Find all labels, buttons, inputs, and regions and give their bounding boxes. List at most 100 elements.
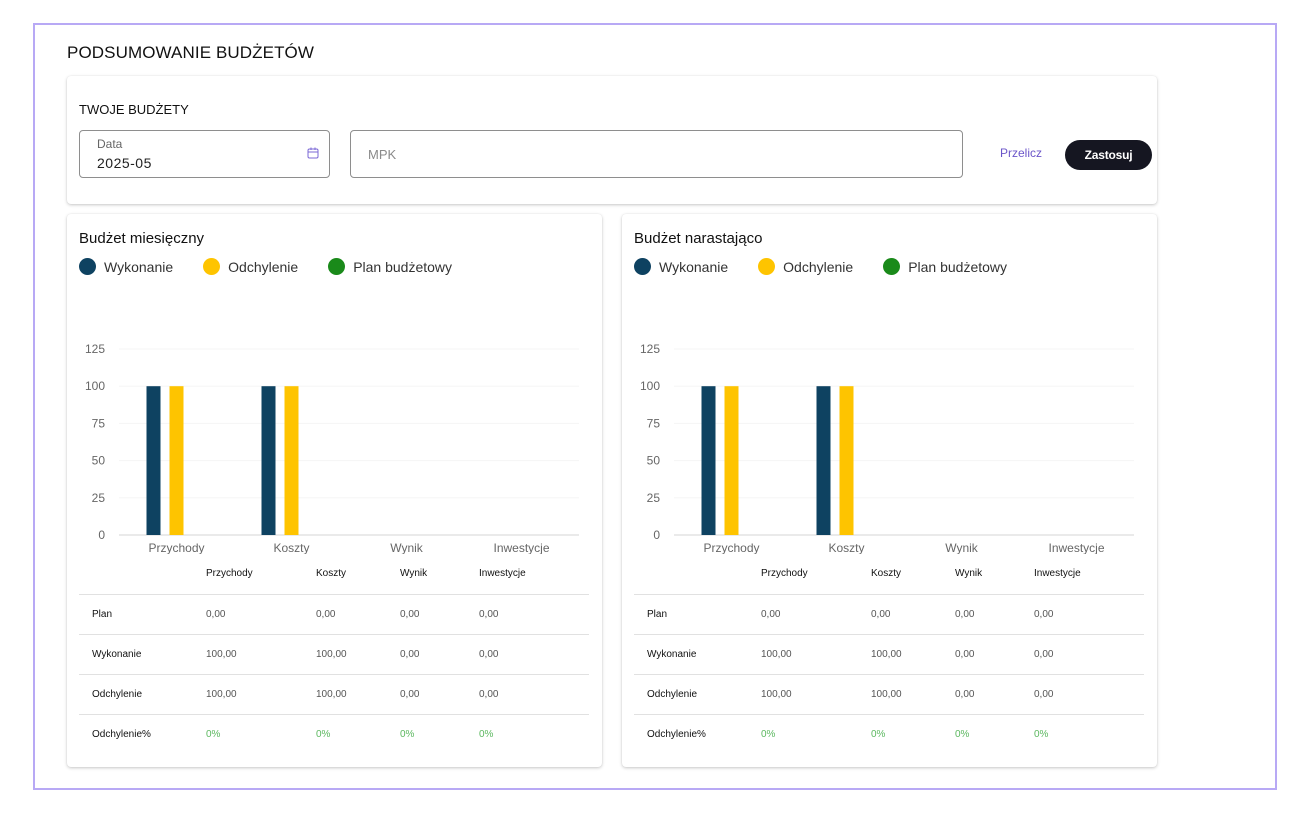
table-cell: 100,00 [871,633,955,674]
y-tick-label: 0 [98,528,105,542]
table-header-cell: Przychody [206,568,253,580]
table-cell: 100,00 [761,673,871,714]
x-category-label: Inwestycje [1048,541,1104,554]
table-cell: 0,00 [479,673,589,714]
legend-item-deviation[interactable]: Odchylenie [758,258,853,275]
table-header-row: Przychody Koszty Wynik Inwestycje [634,554,1144,594]
table-cell: 0,00 [1034,593,1144,634]
panel-monthly-budget: Budżet miesięczny Wykonanie Odchylenie P… [67,214,602,767]
row-label: Odchylenie% [79,713,206,754]
bar-wykonanie [146,386,161,535]
y-tick-label: 75 [647,416,661,430]
legend-dot-deviation [758,258,776,275]
row-label: Odchylenie [79,673,206,714]
table-cell: 0,00 [955,673,1034,714]
table-header-row: Przychody Koszty Wynik Inwestycje [79,554,589,594]
y-tick-label: 100 [640,379,660,393]
y-tick-label: 100 [85,379,105,393]
table-cell: 100,00 [761,633,871,674]
panel-title: Budżet miesięczny [79,230,205,247]
table-cell: 0,00 [400,593,479,634]
table-header-cell [634,554,761,594]
date-field[interactable]: Data 2025-05 [79,130,330,178]
y-tick-label: 50 [647,454,661,468]
mpk-field[interactable] [350,130,963,178]
table-header-cell: Koszty [316,568,347,580]
bar-chart: 0 25 50 75 100 125 Przychody Koszty Wynik Inwesty… [640,342,1134,554]
x-category-label: Przychody [148,541,204,554]
legend-item-plan[interactable]: Plan budżetowy [328,258,452,275]
chart-legend: Wykonanie Odchylenie Plan budżetowy [634,258,1007,275]
table-cell: 100,00 [871,673,955,714]
recalculate-button[interactable]: Przelicz [1000,146,1043,160]
table-cell-percent: 0% [316,713,400,754]
table-cell: 0,00 [1034,633,1144,674]
table-cell: 0,00 [955,633,1034,674]
legend-dot-plan [883,258,901,275]
bar-wykonanie [816,386,831,535]
table-header-cell: Inwestycje [479,568,526,580]
legend-label: Odchylenie [228,258,299,275]
mpk-input[interactable] [351,131,962,177]
legend-item-execution[interactable]: Wykonanie [79,258,173,275]
table-cell: 100,00 [316,633,400,674]
x-category-label: Koszty [828,541,864,554]
legend-dot-plan [328,258,346,275]
apply-button[interactable]: Zastosuj [1065,140,1152,170]
chart-legend: Wykonanie Odchylenie Plan budżetowy [79,258,452,275]
row-label: Plan [634,593,761,634]
table-cell: 0,00 [400,673,479,714]
y-tick-label: 25 [647,491,661,505]
table-row: Plan 0,00 0,00 0,00 0,00 [79,593,589,634]
table-row: Wykonanie 100,00 100,00 0,00 0,00 [79,633,589,674]
y-tick-label: 125 [85,342,105,356]
table-cell-percent: 0% [871,713,955,754]
legend-item-execution[interactable]: Wykonanie [634,258,728,275]
panel-cumulative-budget: Budżet narastająco Wykonanie Odchylenie … [622,214,1157,767]
legend-dot-execution [634,258,651,275]
table-cell: 0,00 [871,593,955,634]
x-category-label: Koszty [273,541,309,554]
filter-card: TWOJE BUDŻETY Data 2025-05 Przelicz Zast… [67,76,1157,204]
table-header-cell: Inwestycje [1034,568,1081,580]
table-cell-percent: 0% [761,713,871,754]
legend-label: Plan budżetowy [353,258,453,275]
table-row: Wykonanie 100,00 100,00 0,00 0,00 [634,633,1144,674]
bar-odchylenie [839,386,854,535]
budget-table: Przychody Koszty Wynik Inwestycje Plan 0… [634,554,1144,754]
y-tick-label: 25 [92,491,106,505]
table-header-cell: Wynik [955,568,983,580]
table-cell: 100,00 [206,673,316,714]
table-row: Odchylenie 100,00 100,00 0,00 0,00 [634,673,1144,714]
y-tick-label: 75 [92,416,106,430]
table-row: Odchylenie 100,00 100,00 0,00 0,00 [79,673,589,714]
x-category-label: Wynik [390,541,424,554]
table-header-cell [79,554,206,594]
table-cell-percent: 0% [1034,713,1144,754]
table-cell: 0,00 [761,593,871,634]
bar-odchylenie [724,386,739,535]
table-header-cell: Przychody [761,568,808,580]
table-row: Odchylenie% 0% 0% 0% 0% [634,713,1144,754]
table-cell: 100,00 [206,633,316,674]
table-header-cell: Koszty [871,568,902,580]
table-cell-percent: 0% [400,713,479,754]
budget-table: Przychody Koszty Wynik Inwestycje Plan 0… [79,554,589,754]
legend-label: Odchylenie [783,258,854,275]
table-row: Odchylenie% 0% 0% 0% 0% [79,713,589,754]
date-value: 2025-05 [97,155,152,171]
panel-title: Budżet narastająco [634,230,763,247]
page-title: PODSUMOWANIE BUDŻETÓW [67,43,315,62]
legend-item-plan[interactable]: Plan budżetowy [883,258,1007,275]
bar-wykonanie [261,386,276,535]
legend-item-deviation[interactable]: Odchylenie [203,258,298,275]
calendar-icon[interactable] [307,147,319,159]
table-cell: 0,00 [206,593,316,634]
table-cell: 0,00 [479,633,589,674]
table-row: Plan 0,00 0,00 0,00 0,00 [634,593,1144,634]
y-tick-label: 50 [92,454,106,468]
bar-chart: 0 25 50 75 100 125 Przychody Koszty Wynik Inwesty… [85,342,579,554]
row-label: Odchylenie% [634,713,761,754]
y-tick-label: 0 [653,528,660,542]
x-category-label: Wynik [945,541,979,554]
